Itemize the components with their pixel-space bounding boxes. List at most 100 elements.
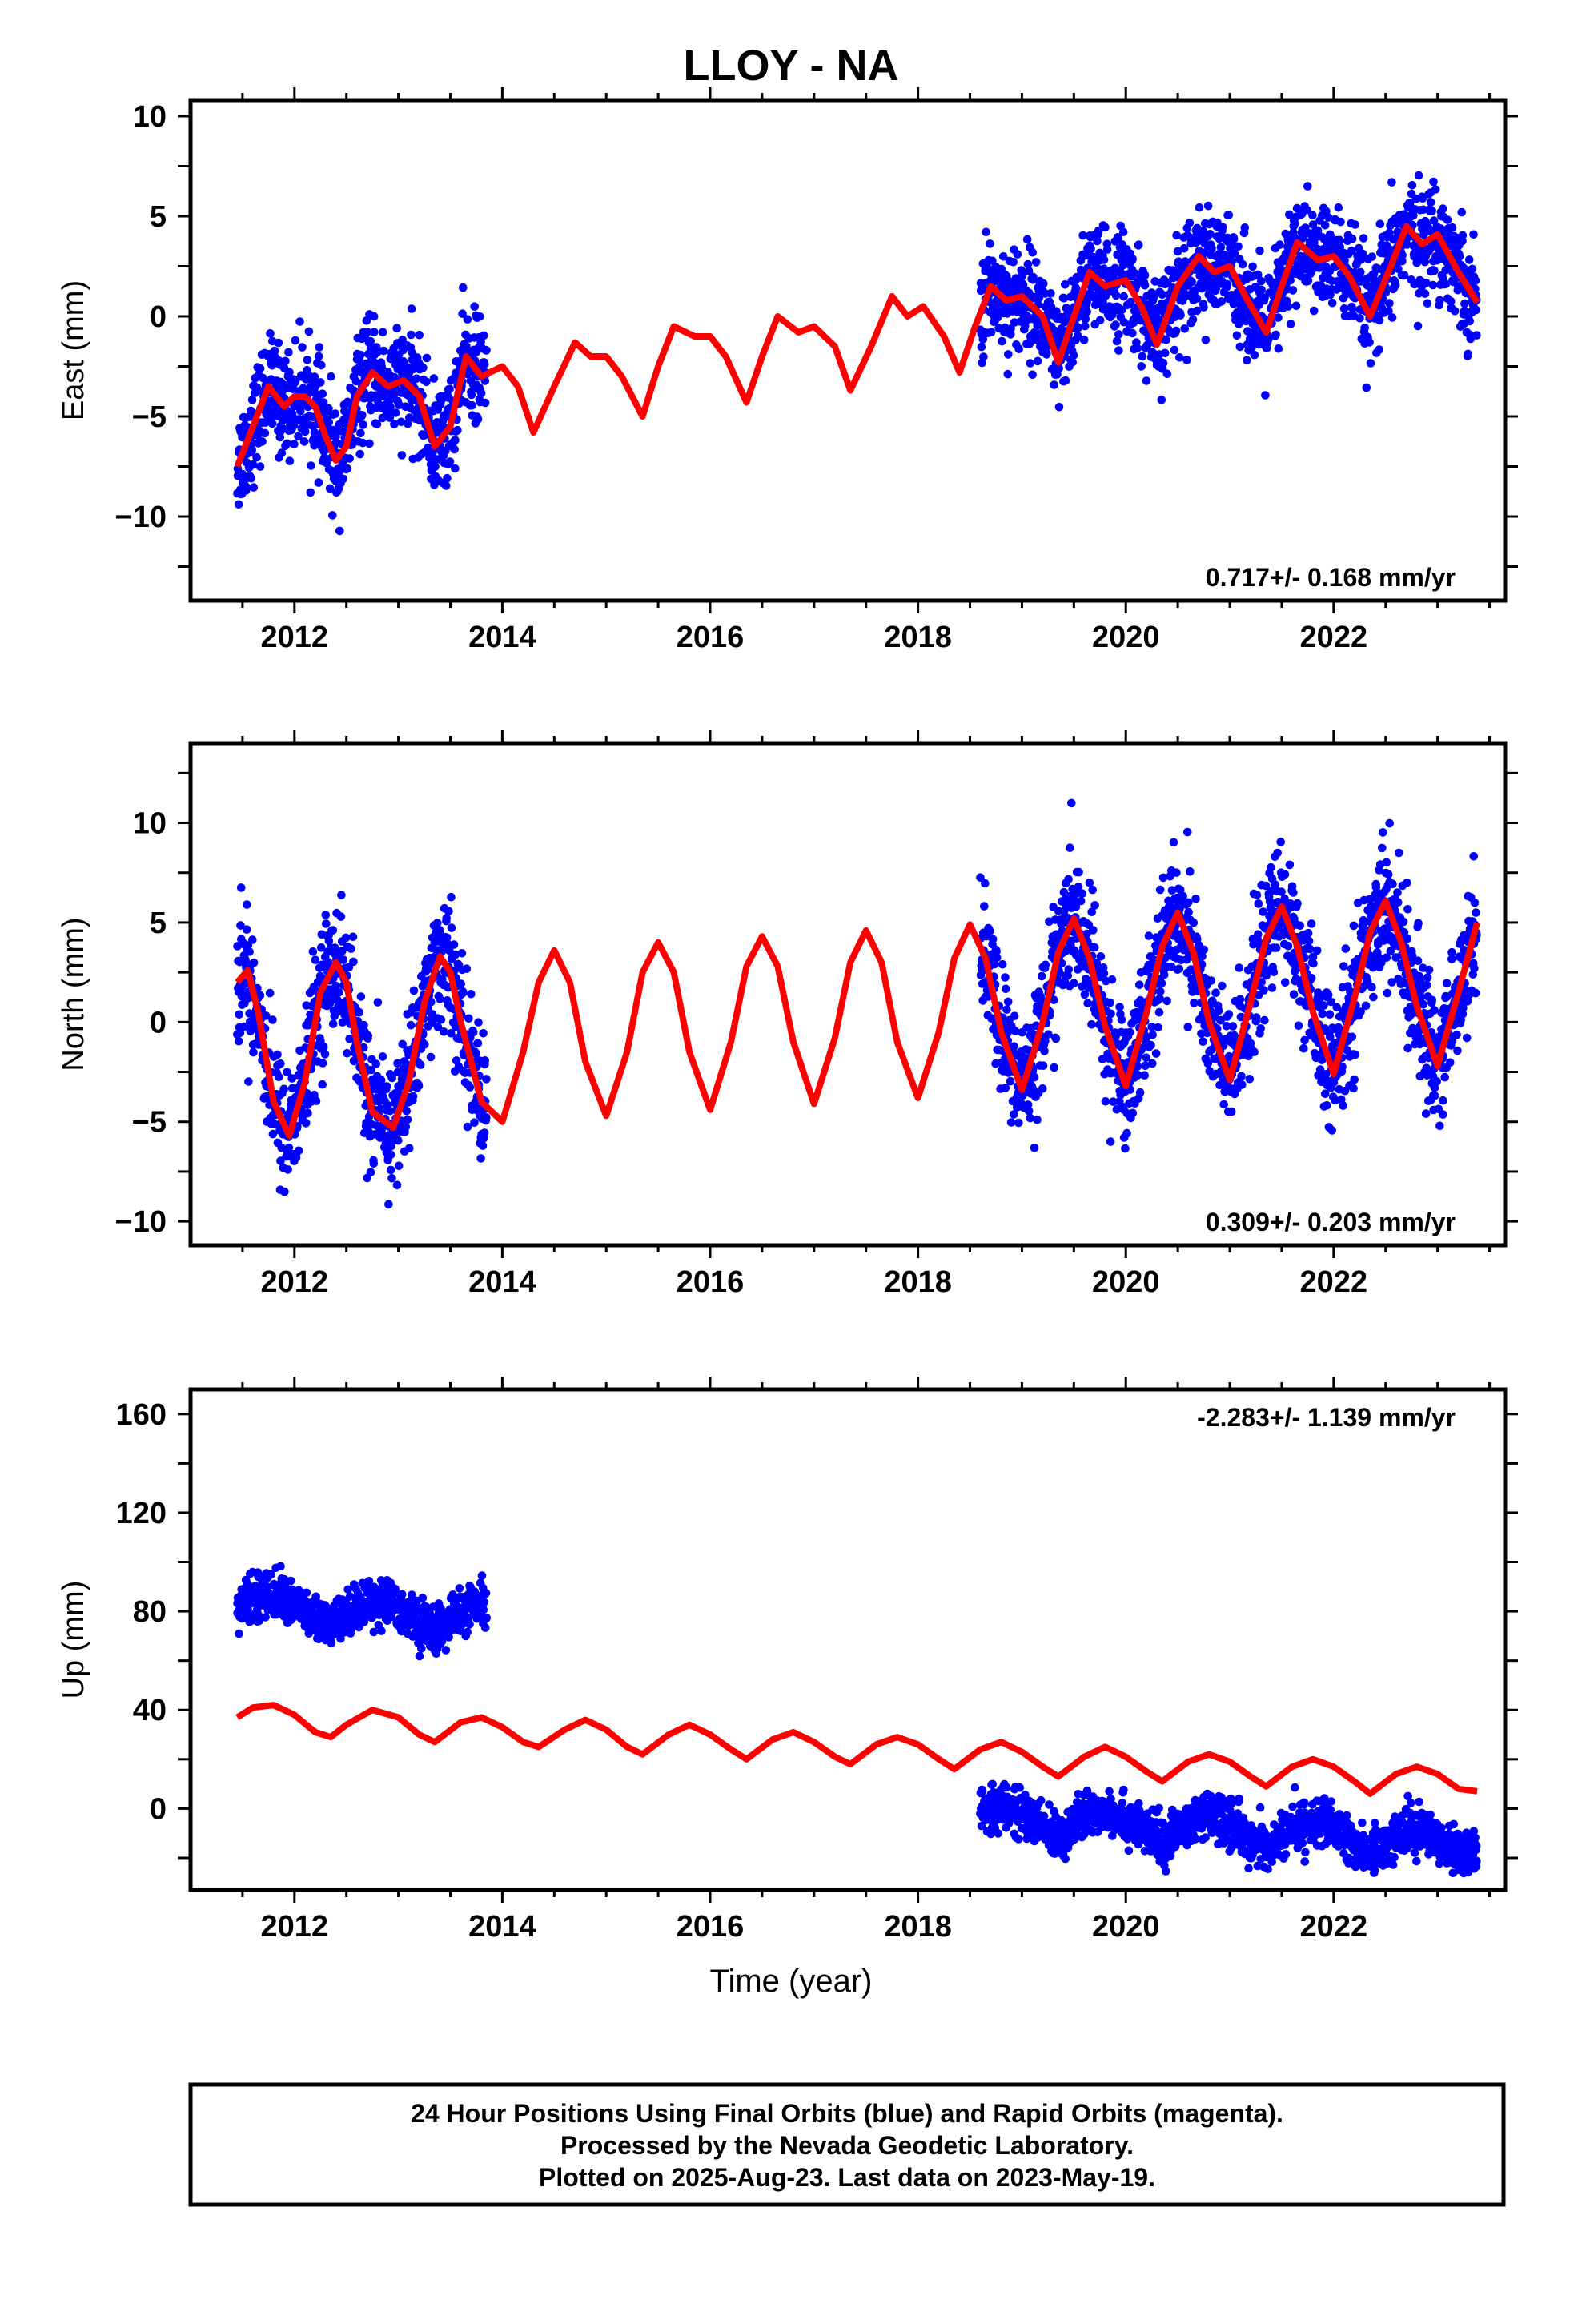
data-point <box>363 1031 373 1040</box>
data-point <box>1305 944 1315 954</box>
data-point <box>285 456 295 465</box>
data-point <box>407 330 416 340</box>
data-point <box>366 1168 375 1176</box>
data-point <box>315 343 324 352</box>
data-point <box>1095 316 1105 325</box>
data-point <box>1427 198 1435 207</box>
data-point <box>1347 246 1356 255</box>
data-point <box>1159 971 1169 979</box>
data-point <box>371 1059 381 1068</box>
data-point <box>1078 889 1087 898</box>
data-point <box>1285 210 1294 219</box>
data-point <box>1257 285 1266 295</box>
data-point <box>322 458 331 468</box>
data-point <box>1174 964 1184 974</box>
data-point <box>1206 230 1215 239</box>
data-point <box>1307 919 1316 928</box>
data-point <box>1010 1011 1019 1020</box>
data-point <box>1081 314 1090 324</box>
data-point <box>1066 843 1074 852</box>
data-point <box>1403 934 1412 943</box>
data-point <box>235 1028 245 1038</box>
data-point <box>462 964 472 973</box>
data-point <box>234 1036 243 1046</box>
data-point <box>1291 974 1301 983</box>
data-point <box>1096 952 1106 961</box>
data-point <box>1222 1022 1231 1031</box>
data-point <box>1338 1062 1347 1072</box>
data-point <box>1082 307 1091 316</box>
data-point <box>348 932 358 942</box>
data-point <box>295 317 304 326</box>
data-point <box>1243 356 1251 365</box>
data-point <box>1384 307 1393 316</box>
data-point <box>347 944 355 953</box>
data-point <box>1429 177 1438 187</box>
data-point <box>373 998 383 1007</box>
data-point <box>1039 279 1048 288</box>
data-point <box>316 378 325 387</box>
data-point <box>1028 247 1037 257</box>
data-point <box>1446 1058 1455 1068</box>
data-point <box>393 1059 402 1068</box>
data-point <box>1309 959 1318 968</box>
data-point <box>1061 376 1070 385</box>
data-point <box>1085 878 1094 887</box>
data-point <box>1463 997 1472 1006</box>
data-point <box>378 328 387 337</box>
data-point <box>1111 291 1121 300</box>
data-point <box>1025 340 1034 348</box>
data-point <box>327 372 335 381</box>
data-point <box>281 356 290 366</box>
data-point <box>1303 182 1312 191</box>
data-point <box>1450 307 1460 316</box>
data-point <box>1128 1108 1138 1118</box>
data-point <box>1071 903 1081 911</box>
data-point <box>1203 201 1213 211</box>
data-point <box>328 1019 338 1028</box>
data-point <box>283 1068 291 1077</box>
data-point <box>1061 280 1070 289</box>
data-point <box>1071 283 1081 293</box>
data-point <box>1162 335 1170 344</box>
data-point <box>1347 1032 1357 1042</box>
data-point <box>1289 990 1299 999</box>
data-point <box>1069 351 1078 360</box>
data-point <box>401 1122 411 1132</box>
data-point <box>1115 1003 1124 1011</box>
data-point <box>1271 330 1280 340</box>
data-point <box>255 462 265 471</box>
data-point <box>1142 376 1151 385</box>
data-point <box>1074 323 1083 332</box>
data-point <box>1303 276 1313 286</box>
data-point <box>370 328 379 336</box>
data-point <box>473 415 483 424</box>
data-point <box>318 1059 327 1068</box>
data-point <box>992 947 1001 956</box>
data-point <box>407 304 416 313</box>
data-point <box>1218 981 1227 991</box>
data-point <box>1042 348 1051 358</box>
data-point <box>449 940 459 949</box>
data-point <box>386 1150 396 1159</box>
y-tick-label: 10 <box>133 807 167 841</box>
data-point <box>333 995 342 1005</box>
data-point <box>1298 234 1307 243</box>
data-point <box>1087 907 1096 916</box>
data-point <box>1326 1032 1335 1042</box>
data-point <box>409 986 419 995</box>
x-tick-label: 2020 <box>1092 621 1160 654</box>
data-point <box>1387 178 1396 187</box>
data-point <box>1187 277 1196 287</box>
data-point <box>1407 181 1417 190</box>
data-point <box>311 1096 321 1105</box>
data-point <box>1470 898 1480 907</box>
data-point <box>394 1161 404 1171</box>
data-point <box>1001 1084 1010 1092</box>
data-point <box>1378 843 1387 853</box>
data-point <box>1074 883 1083 891</box>
data-point <box>261 1011 271 1020</box>
data-point <box>379 346 388 356</box>
data-point <box>359 420 367 429</box>
data-point <box>1172 868 1181 877</box>
